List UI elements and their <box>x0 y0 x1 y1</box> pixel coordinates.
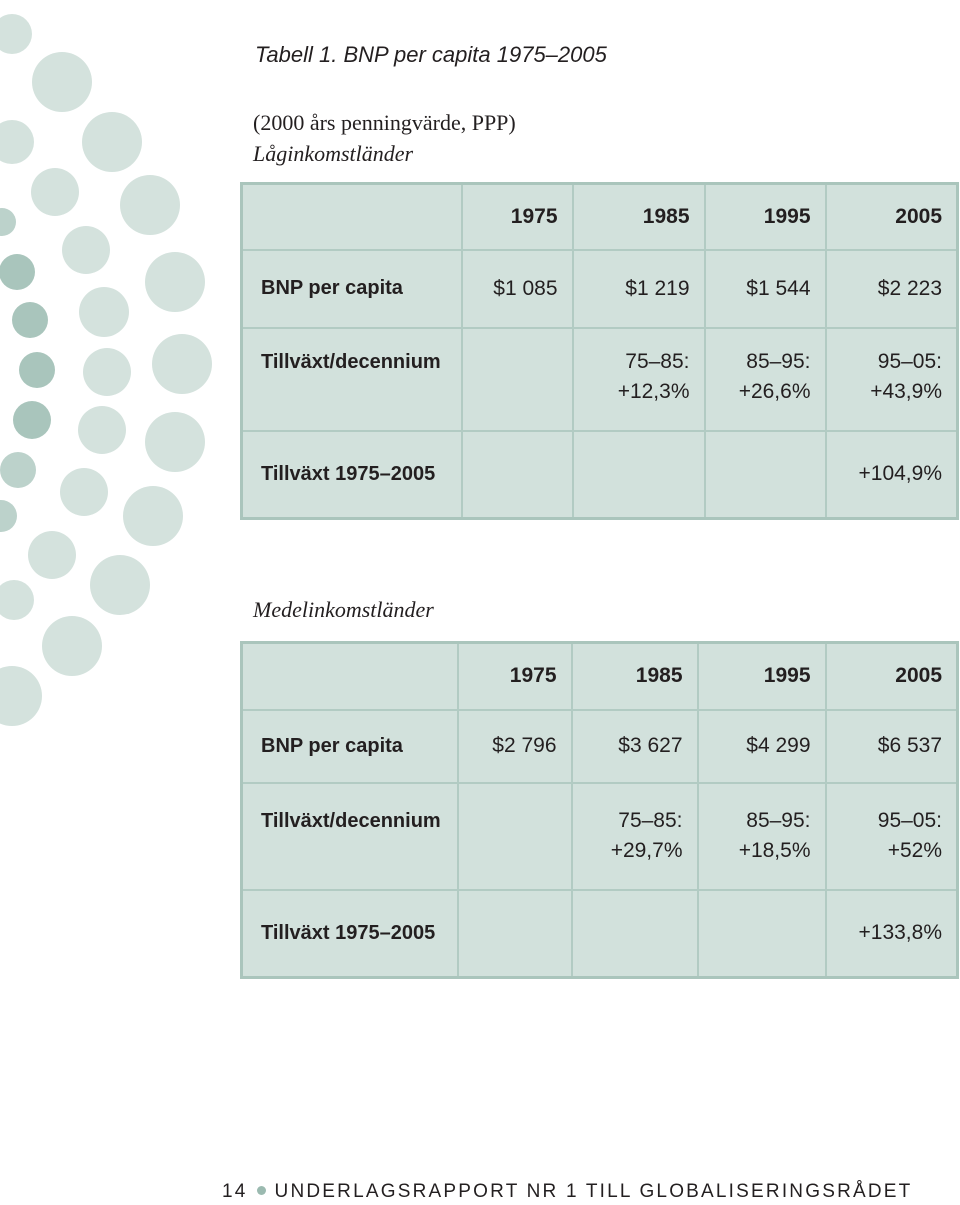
table-row: Tillväxt 1975–2005 +133,8% <box>240 888 959 979</box>
table-row: Tillväxt/decennium 75–85: +29,7% 85–95: +1… <box>240 781 959 891</box>
period-label: 85–95: <box>746 349 811 373</box>
year-header: 2005 <box>824 182 959 251</box>
table-cell: 75–85: +12,3% <box>571 326 706 432</box>
year-header: 1985 <box>570 641 699 711</box>
row-label: BNP per capita <box>240 248 463 329</box>
table-cell: +104,9% <box>824 429 959 520</box>
table-cell: 85–95: +26,6% <box>703 326 827 432</box>
total-growth-value: +104,9% <box>858 462 943 486</box>
middle-income-table: 1975 1985 1995 2005 BNP per capita $2 79… <box>240 641 959 979</box>
period-label: 85–95: <box>746 808 811 832</box>
table-row: BNP per capita $2 796 $3 627 $4 299 $6 5… <box>240 708 959 784</box>
cell-value: $3 627 <box>618 734 683 757</box>
cell-value: $4 299 <box>746 734 811 757</box>
table-header-row: 1975 1985 1995 2005 <box>240 182 959 251</box>
table-cell: $1 085 <box>460 248 574 329</box>
table-cell <box>456 781 573 891</box>
table-cell: $2 223 <box>824 248 959 329</box>
growth-value: +43,9% <box>870 379 942 403</box>
table-caption: Tabell 1. BNP per capita 1975–2005 <box>255 42 607 67</box>
table-cell <box>460 429 574 520</box>
table-cell: 75–85: +29,7% <box>570 781 699 891</box>
table-cell <box>703 429 827 520</box>
year-header: 1995 <box>703 182 827 251</box>
row-label: Tillväxt 1975–2005 <box>240 888 459 979</box>
growth-value: +52% <box>887 838 942 862</box>
table-cell <box>460 326 574 432</box>
period-label: 75–85: <box>618 808 683 832</box>
table-cell: $2 796 <box>456 708 573 784</box>
table-cell <box>570 888 699 979</box>
row-label: Tillväxt 1975–2005 <box>240 429 463 520</box>
table-cell: $4 299 <box>696 708 827 784</box>
low-income-table: 1975 1985 1995 2005 BNP per capita $1 08… <box>240 182 959 520</box>
year-header: 1985 <box>571 182 706 251</box>
currency-note: (2000 års penningvärde, PPP) <box>253 110 516 135</box>
period-label: 75–85: <box>625 349 690 373</box>
page-footer: 14 UNDERLAGSRAPPORT NR 1 TILL GLOBALISERI… <box>222 1181 912 1203</box>
cell-value: $1 219 <box>625 276 690 300</box>
table-cell: $6 537 <box>824 708 959 784</box>
table-cell <box>696 888 827 979</box>
table-row: BNP per capita $1 085 $1 219 $1 544 $2 2… <box>240 248 959 329</box>
table-cell: 95–05: +52% <box>824 781 959 891</box>
page-number: 14 <box>222 1181 248 1202</box>
table-row: Tillväxt 1975–2005 +104,9% <box>240 429 959 520</box>
table-cell: $3 627 <box>570 708 699 784</box>
growth-value: +29,7% <box>610 838 683 862</box>
table-cell: $1 544 <box>703 248 827 329</box>
bullet-separator-icon <box>256 1185 266 1195</box>
year-header: 1975 <box>456 641 573 711</box>
section-heading-low-income: Låginkomstländer <box>253 141 414 166</box>
section-heading-middle-income: Medelinkomstländer <box>253 597 434 622</box>
table-cell: 95–05: +43,9% <box>824 326 959 432</box>
table-cell <box>456 888 573 979</box>
period-label: 95–05: <box>877 349 942 373</box>
growth-value: +18,5% <box>738 838 811 862</box>
table-header-row: 1975 1985 1995 2005 <box>240 641 959 711</box>
empty-corner-cell <box>240 641 459 711</box>
growth-value: +12,3% <box>617 379 690 403</box>
year-header: 1995 <box>696 641 827 711</box>
cell-value: $6 537 <box>877 734 942 757</box>
cell-value: $2 796 <box>492 734 557 757</box>
table-cell <box>571 429 706 520</box>
cell-value: $2 223 <box>877 276 942 300</box>
row-label: BNP per capita <box>240 708 459 784</box>
row-label: Tillväxt/decennium <box>240 326 463 432</box>
year-header: 1975 <box>460 182 574 251</box>
table-cell: $1 219 <box>571 248 706 329</box>
period-label: 95–05: <box>877 808 942 832</box>
decorative-dot-pattern <box>0 14 212 726</box>
table-cell: 85–95: +18,5% <box>696 781 827 891</box>
total-growth-value: +133,8% <box>858 921 943 945</box>
empty-corner-cell <box>240 182 463 251</box>
cell-value: $1 544 <box>746 276 811 300</box>
year-header: 2005 <box>824 641 959 711</box>
cell-value: $1 085 <box>493 276 558 300</box>
table-row: Tillväxt/decennium 75–85: +12,3% 85–95: +2… <box>240 326 959 432</box>
report-title: UNDERLAGSRAPPORT NR 1 TILL GLOBALISERING… <box>274 1181 913 1202</box>
table-cell: +133,8% <box>824 888 959 979</box>
growth-value: +26,6% <box>738 379 811 403</box>
row-label: Tillväxt/decennium <box>240 781 459 891</box>
